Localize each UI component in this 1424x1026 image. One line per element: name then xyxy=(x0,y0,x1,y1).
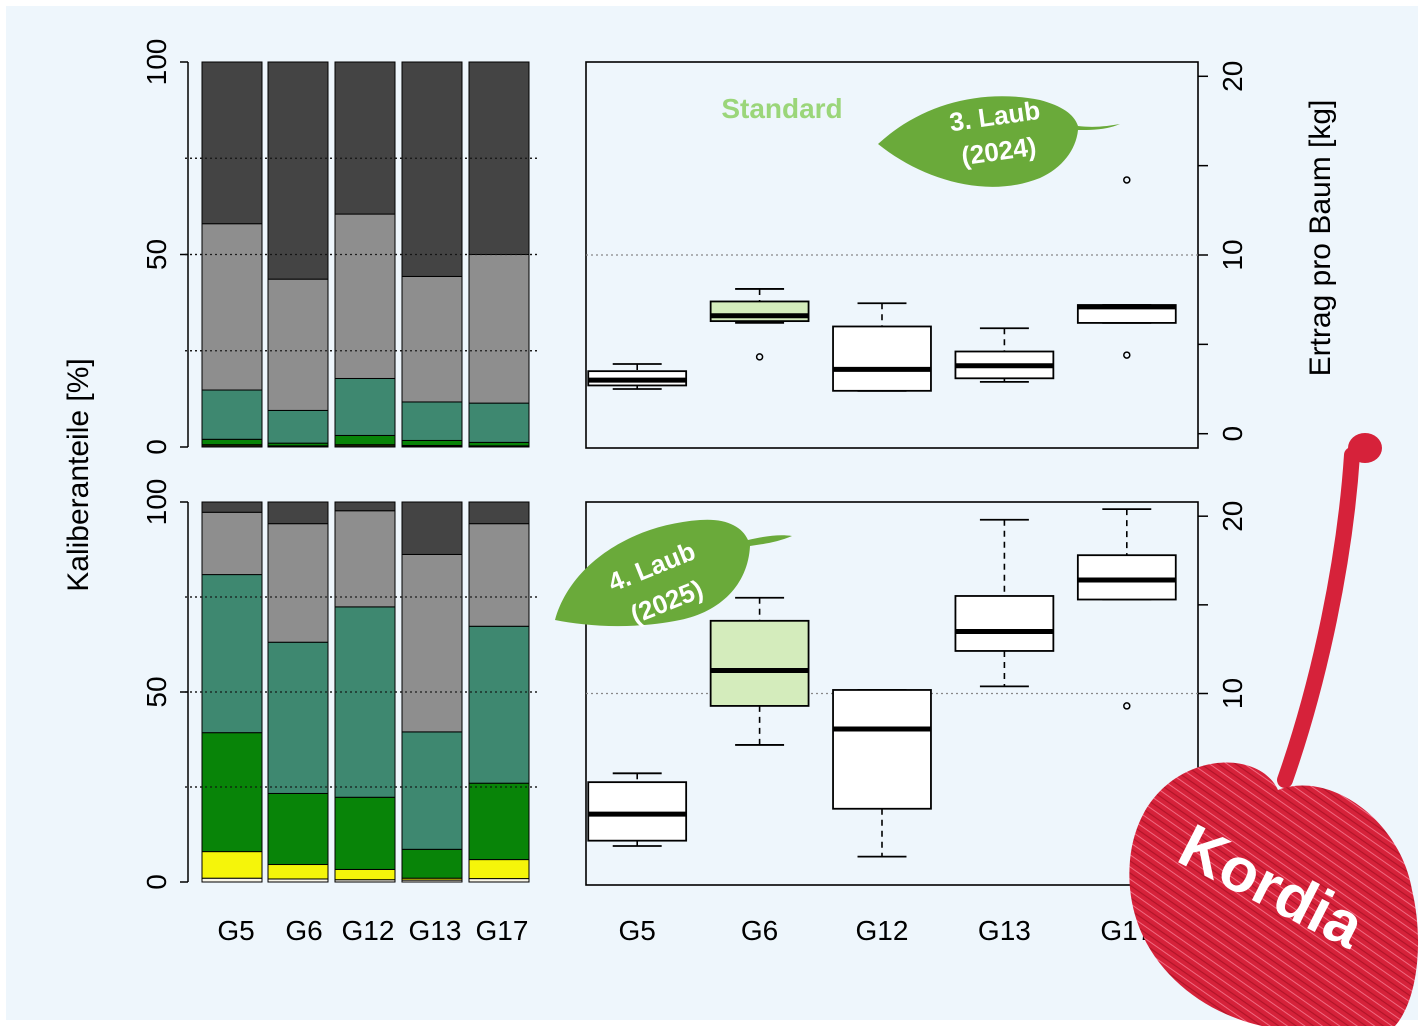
bar-segment xyxy=(468,61,530,255)
box xyxy=(709,619,810,707)
x-tick-label: G6 xyxy=(741,915,778,946)
bar-segment xyxy=(201,501,263,513)
bar-segment xyxy=(334,796,396,870)
outlier-point xyxy=(1123,351,1131,359)
box xyxy=(587,781,688,842)
bar-segment xyxy=(267,523,329,643)
x-tick-label: G13 xyxy=(978,915,1031,946)
bar-segment xyxy=(401,401,463,441)
leaf-icon xyxy=(555,519,792,627)
stacked-bar-chart-bottom: 0 50 100 G5 G6 G12 G13 G17 xyxy=(141,479,540,946)
x-tick-label: G5 xyxy=(217,915,254,946)
bar-segment xyxy=(401,501,463,555)
y-tick-label: 0 xyxy=(141,874,172,890)
bar-segment xyxy=(401,61,463,277)
cherry-icon xyxy=(1129,762,1419,1026)
y-tick-label: 50 xyxy=(141,676,172,707)
x-tick-label: G6 xyxy=(285,915,322,946)
bar-segment xyxy=(201,511,263,576)
bar-segment xyxy=(267,792,329,866)
bar-segment xyxy=(468,523,530,627)
y-tick-label: 50 xyxy=(141,239,172,270)
bar-segment xyxy=(201,732,263,853)
bar-segment xyxy=(401,731,463,850)
bar-segment xyxy=(201,574,263,734)
box xyxy=(832,689,932,810)
bar-segment xyxy=(201,223,263,391)
box xyxy=(1076,554,1177,601)
bar-segment xyxy=(468,441,530,447)
bar-segment xyxy=(334,868,396,881)
y-tick-label: 0 xyxy=(141,439,172,455)
stacked-bar-chart-top: 0 50 100 xyxy=(141,39,540,455)
y-tick-label: 100 xyxy=(141,39,172,86)
bar-segment xyxy=(201,877,263,883)
box xyxy=(954,595,1055,652)
standard-label: Standard xyxy=(721,93,842,124)
bar-segment xyxy=(334,606,396,798)
boxplot-chart-top: 0 10 20 xyxy=(585,61,1248,449)
bar-segment xyxy=(267,409,329,444)
outlier-point xyxy=(1123,176,1131,184)
x-tick-label: G5 xyxy=(619,915,656,946)
bar-segment xyxy=(401,275,463,403)
box xyxy=(832,325,932,392)
bar-segment xyxy=(334,501,396,512)
leaf-badge-top: 3. Laub (2024) xyxy=(878,95,1120,187)
bar-segment xyxy=(267,61,329,280)
bar-segment xyxy=(468,782,530,861)
bar-segment xyxy=(201,851,263,879)
x-tick-label: G17 xyxy=(476,915,529,946)
leaf-icon xyxy=(878,96,1120,187)
bar-segment xyxy=(468,878,530,883)
bar-segment xyxy=(401,439,463,446)
outlier-point xyxy=(755,353,764,361)
y-tick-label: 10 xyxy=(1217,678,1248,709)
bar-segment xyxy=(401,553,463,733)
bar-segment xyxy=(267,501,329,525)
bar-segment xyxy=(334,434,396,446)
x-tick-label: G12 xyxy=(342,915,395,946)
bar-segment xyxy=(201,438,263,446)
bar-segment xyxy=(401,848,463,879)
y-tick-label: 20 xyxy=(1217,501,1248,532)
y-tick-label: 100 xyxy=(141,479,172,526)
x-tick-label: G13 xyxy=(409,915,462,946)
bar-segment xyxy=(468,625,530,784)
cherry-stem-icon xyxy=(1277,447,1360,788)
x-tick-label: G12 xyxy=(856,915,909,946)
bar-segment xyxy=(267,278,329,411)
y-tick-label: 10 xyxy=(1217,239,1248,270)
bar-segment xyxy=(334,510,396,608)
bar-segment xyxy=(334,213,396,379)
y-tick-label: 0 xyxy=(1217,426,1248,442)
bar-segment xyxy=(468,501,530,525)
y-axis-left-label: Kaliberanteile [%] xyxy=(62,358,95,591)
bar-segment xyxy=(334,61,396,215)
cherry-stem-tip xyxy=(1348,433,1382,463)
bar-segment xyxy=(468,402,530,443)
bar-segment xyxy=(468,254,530,404)
bar-segment xyxy=(334,377,396,436)
outlier-point xyxy=(1123,702,1131,710)
leaf-badge-bottom: 4. Laub (2025) xyxy=(555,519,792,630)
bar-segment xyxy=(201,61,263,225)
bar-segment xyxy=(468,859,530,880)
bar-segment xyxy=(267,864,329,880)
bar-segment xyxy=(201,389,263,440)
cherry-logo: Kordia xyxy=(1129,433,1419,1026)
y-tick-label: 20 xyxy=(1217,61,1248,92)
y-axis-right-label: Ertrag pro Baum [kg] xyxy=(1304,100,1337,377)
bar-segment xyxy=(267,641,329,794)
